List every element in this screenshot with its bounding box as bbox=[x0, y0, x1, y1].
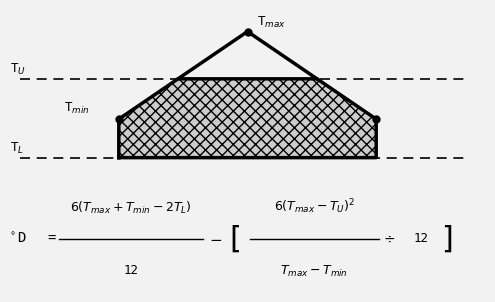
Text: $]$: $]$ bbox=[441, 223, 452, 254]
Text: T$_{max}$: T$_{max}$ bbox=[257, 15, 286, 30]
Text: $-$: $-$ bbox=[209, 231, 222, 246]
Text: $[$: $[$ bbox=[229, 223, 240, 254]
Text: $6(T_{max} - T_U)^2$: $6(T_{max} - T_U)^2$ bbox=[274, 198, 355, 216]
Text: $^\circ$D: $^\circ$D bbox=[7, 231, 27, 246]
Text: T$_L$: T$_L$ bbox=[10, 141, 24, 156]
Text: =: = bbox=[47, 232, 55, 246]
Text: T$_U$: T$_U$ bbox=[10, 62, 26, 77]
Text: $6(T_{max} + T_{min} - 2T_L)$: $6(T_{max} + T_{min} - 2T_L)$ bbox=[70, 200, 192, 216]
Text: $T_{max} - T_{min}$: $T_{max} - T_{min}$ bbox=[280, 264, 348, 279]
Text: $\div$: $\div$ bbox=[383, 232, 395, 246]
Text: 12: 12 bbox=[124, 264, 139, 277]
Text: T$_{min}$: T$_{min}$ bbox=[64, 101, 90, 116]
Text: 12: 12 bbox=[413, 232, 428, 245]
